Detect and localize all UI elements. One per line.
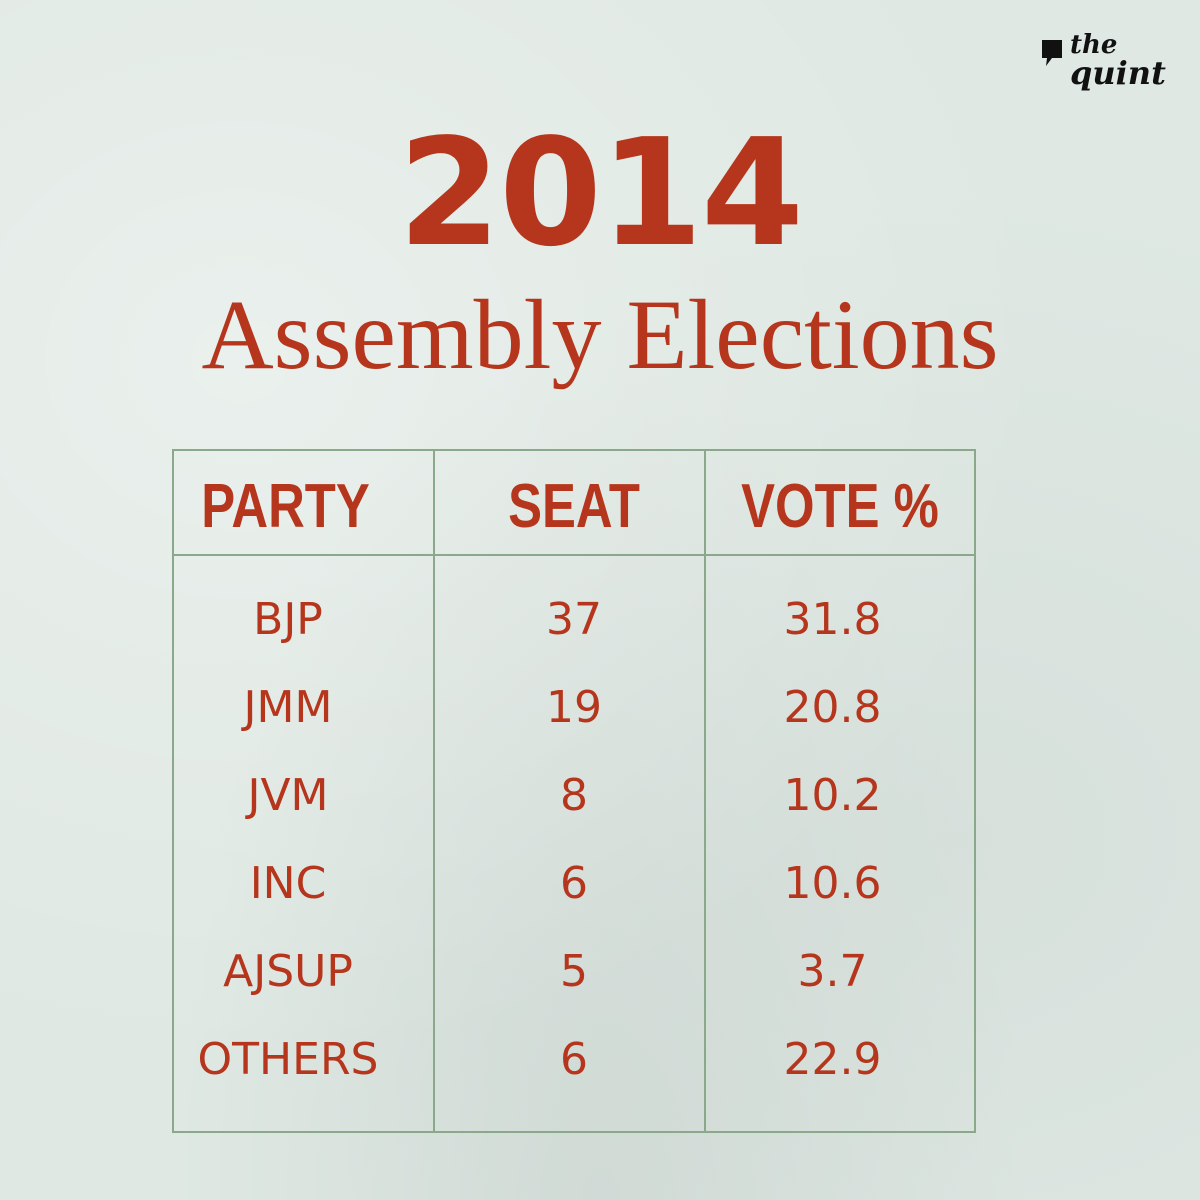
header-vote: VOTE % — [741, 472, 939, 541]
logo-text: the quint — [1070, 30, 1166, 92]
party-cell: AJSUP — [223, 946, 353, 997]
page-subtitle: Assembly Elections — [201, 279, 999, 390]
seat-cell: 5 — [560, 946, 588, 997]
table-border — [172, 449, 976, 1133]
header-party: PARTY — [201, 472, 370, 541]
seat-cell: 37 — [546, 594, 602, 645]
vote-cell: 10.2 — [783, 770, 882, 821]
header-seat: SEAT — [508, 472, 640, 541]
seat-cell: 6 — [560, 1034, 588, 1085]
seat-cell: 6 — [560, 858, 588, 909]
vote-cell: 10.6 — [783, 858, 882, 909]
vote-cell: 20.8 — [783, 682, 882, 733]
party-cell: JVM — [247, 770, 329, 821]
party-cell: OTHERS — [197, 1034, 379, 1085]
party-cell: INC — [249, 858, 327, 909]
page-title: 2014 — [398, 107, 804, 279]
vote-cell: 31.8 — [783, 594, 882, 645]
party-cell: BJP — [253, 594, 323, 645]
seat-cell: 8 — [560, 770, 588, 821]
logo-line-1: the — [1070, 30, 1118, 60]
party-cell: JMM — [243, 682, 333, 733]
logo-line-2: quint — [1070, 54, 1166, 92]
vote-cell: 3.7 — [797, 946, 868, 997]
speech-bubble-icon — [1042, 40, 1062, 66]
vote-cell: 22.9 — [783, 1034, 882, 1085]
brand-logo: the quint — [1040, 30, 1170, 110]
seat-cell: 19 — [546, 682, 602, 733]
